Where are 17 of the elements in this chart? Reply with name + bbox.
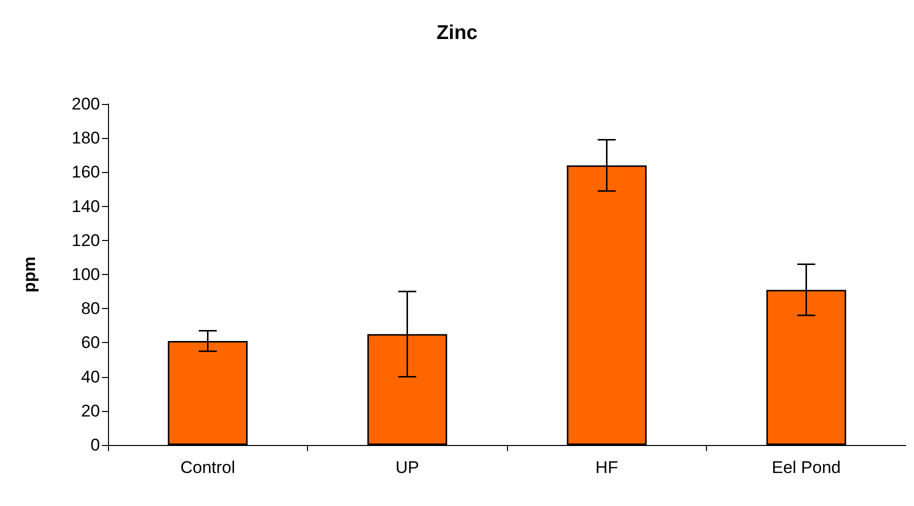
y-tick-label: 40 xyxy=(81,367,100,386)
x-tick-label: HF xyxy=(595,458,618,477)
y-tick-label: 80 xyxy=(81,299,100,318)
y-tick-label: 160 xyxy=(72,162,100,182)
y-tick-label: 20 xyxy=(81,401,100,420)
y-tick-label: 0 xyxy=(90,436,100,454)
y-tick-label: 120 xyxy=(72,230,100,250)
y-tick-label: 100 xyxy=(72,265,100,284)
y-tick-label: 180 xyxy=(72,128,100,148)
y-axis-title: ppm xyxy=(20,256,39,292)
y-tick-label: 60 xyxy=(81,333,100,352)
x-tick-label: Eel Pond xyxy=(772,458,841,477)
chart-title: Zinc xyxy=(436,22,478,44)
y-tick-label: 140 xyxy=(72,196,100,216)
y-tick-label: 200 xyxy=(72,94,100,114)
x-tick-label: UP xyxy=(395,458,420,477)
x-tick-label: Control xyxy=(180,458,236,477)
